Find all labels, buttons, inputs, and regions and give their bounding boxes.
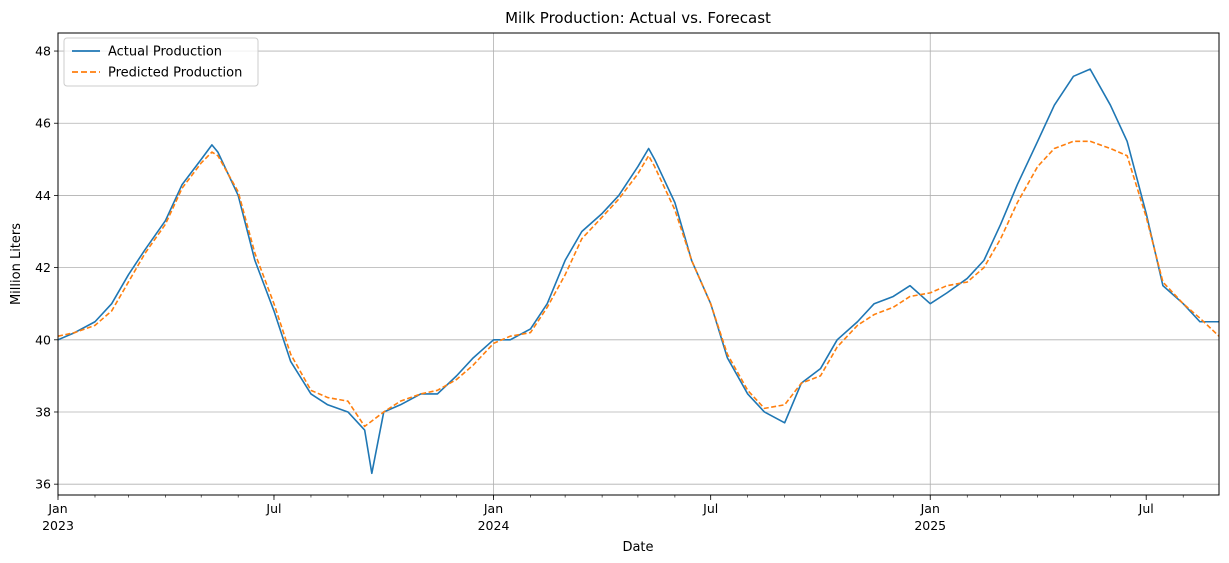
y-tick-label: 48 (35, 44, 51, 59)
plot-frame (57, 32, 1220, 496)
y-tick-label: 38 (35, 404, 51, 419)
x-tick-label: Jan (920, 501, 940, 516)
y-axis-title: Million Liters (9, 223, 24, 305)
y-tick-label: 36 (35, 477, 51, 492)
y-tick-label: 42 (35, 260, 51, 275)
legend-box (63, 37, 259, 87)
x-tick-label: Jan (483, 501, 503, 516)
legend: Actual Production Predicted Production (63, 37, 259, 87)
x-tick-year-label: 2024 (478, 518, 510, 533)
x-tick-label: Jul (702, 501, 718, 516)
series-line-predicted (57, 140, 1220, 428)
y-tick-label: 44 (35, 188, 51, 203)
x-tick-year-label: 2025 (914, 518, 946, 533)
y-tick-label: 40 (35, 332, 51, 347)
series-lines (57, 68, 1220, 475)
x-tick-label: Jul (1138, 501, 1154, 516)
legend-label-actual: Actual Production (108, 45, 222, 60)
series-line-actual (57, 68, 1219, 475)
x-tick-year-label: 2023 (42, 518, 74, 533)
axes: 36 38 40 42 44 46 48 Jan 2023 Jul Jan 2024 Jul Jan 202… (35, 44, 1184, 533)
chart-title: Milk Production: Actual vs. Forecast (505, 9, 771, 27)
gridlines (58, 33, 1219, 495)
legend-label-predicted: Predicted Production (108, 66, 242, 81)
x-axis-title: Date (622, 540, 653, 555)
plot-area-background (58, 33, 1219, 495)
y-tick-label: 46 (35, 116, 51, 131)
x-tick-label: Jan (47, 501, 67, 516)
x-tick-label: Jul (265, 501, 281, 516)
